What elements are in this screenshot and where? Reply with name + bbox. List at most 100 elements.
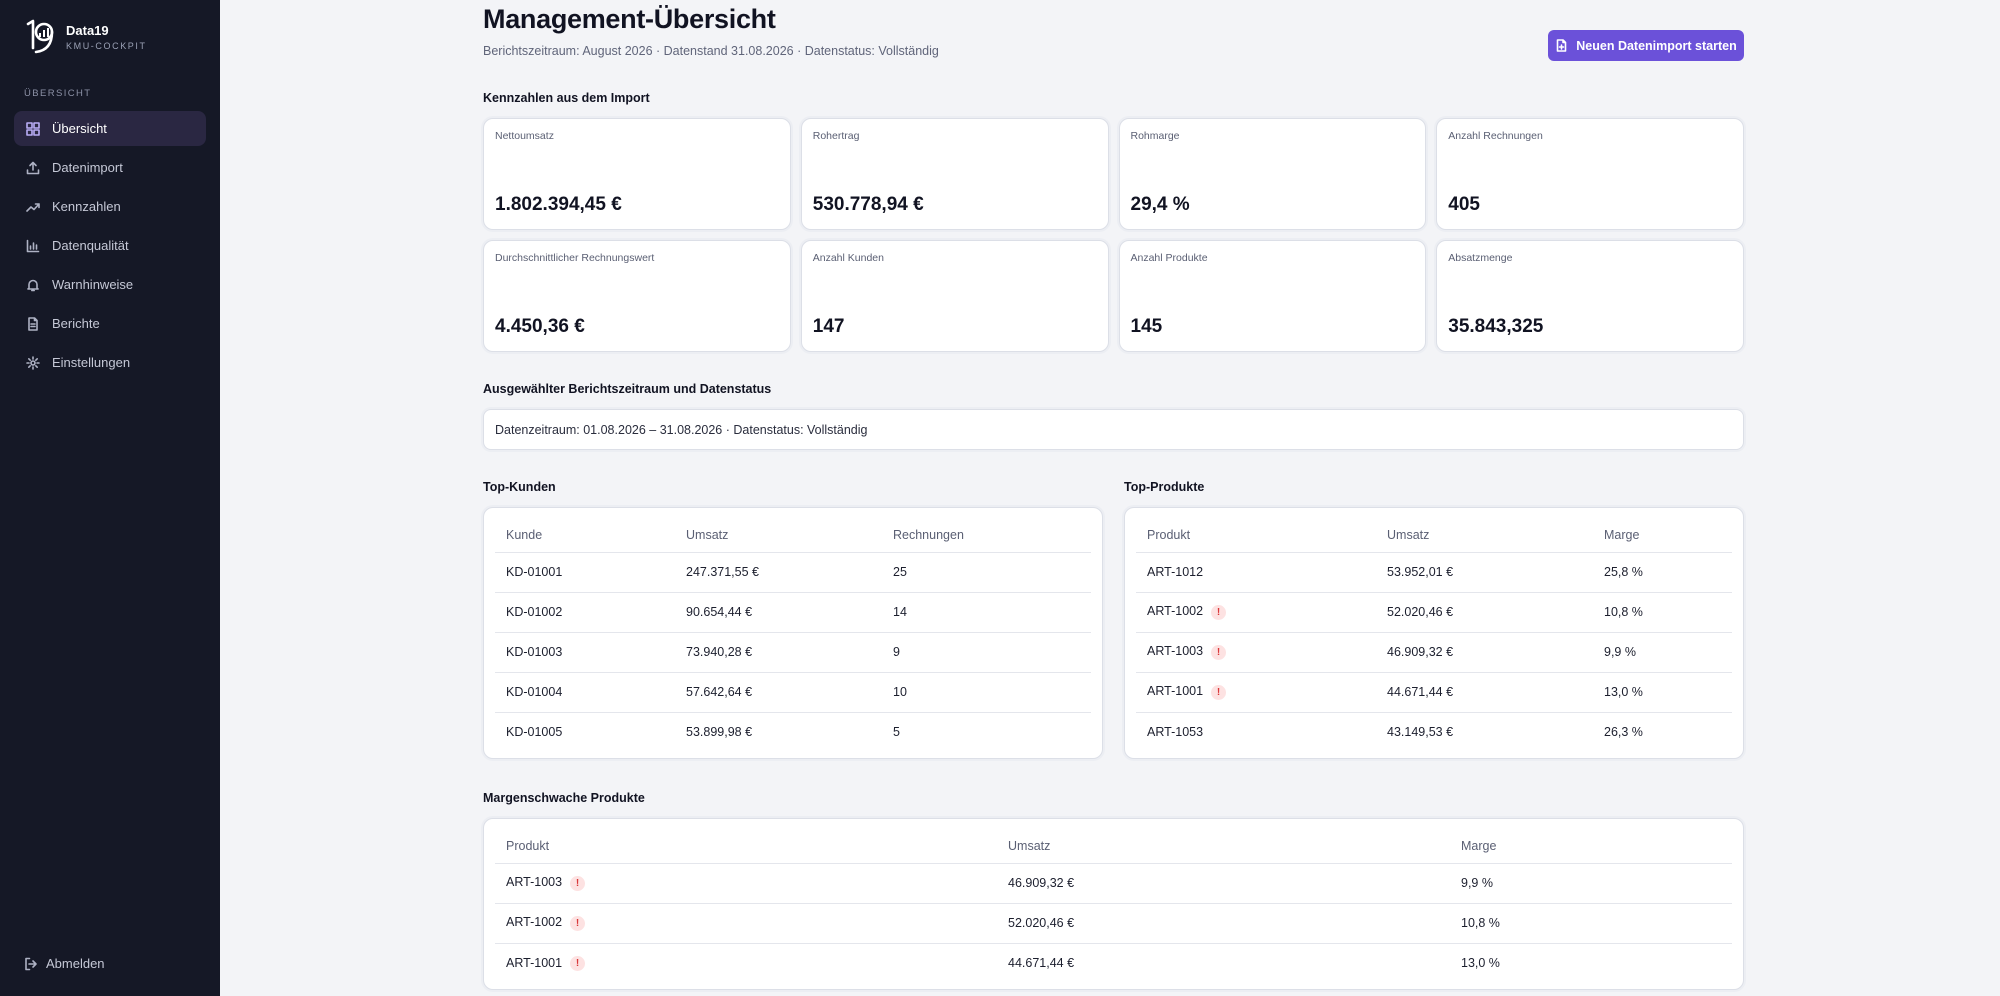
customer-invoices: 5 bbox=[893, 725, 900, 740]
table-row[interactable]: KD-01004 57.642,64 € 10 bbox=[495, 672, 1091, 713]
warning-icon[interactable]: ! bbox=[570, 915, 586, 931]
table-row[interactable]: ART-1002! 52.020,46 € 10,8 % bbox=[495, 903, 1732, 944]
product-revenue: 46.909,32 € bbox=[1376, 632, 1593, 673]
kpi-card: Nettoumsatz 1.802.394,45 € bbox=[483, 118, 791, 230]
customer-id: KD-01002 bbox=[495, 592, 675, 633]
product-revenue: 52.020,46 € bbox=[997, 903, 1450, 944]
sidebar-item-warnhinweise[interactable]: Warnhinweise bbox=[14, 267, 206, 302]
table-row[interactable]: KD-01003 73.940,28 € 9 bbox=[495, 632, 1091, 673]
kpi-label: Absatzmenge bbox=[1448, 252, 1513, 264]
table-row[interactable]: ART-1003! 46.909,32 € 9,9 % bbox=[1136, 632, 1732, 673]
customer-invoices: 10 bbox=[882, 672, 1091, 713]
kpi-value: 29,4 % bbox=[1130, 194, 1190, 215]
logout-icon bbox=[25, 957, 37, 970]
table-row[interactable]: ART-1053 43.149,53 € 26,3 % bbox=[1136, 712, 1732, 752]
sidebar: Data19 KMU-COCKPIT ÜBERSICHT Übersicht D… bbox=[0, 0, 220, 996]
kpi-value: 147 bbox=[812, 316, 845, 337]
kpi-label: Durchschnittlicher Rechnungswert bbox=[495, 252, 655, 264]
column-header: Umsatz bbox=[1376, 518, 1593, 553]
top-products-card: Produkt Umsatz Marge ART-1012 53.952,01 … bbox=[1124, 507, 1744, 759]
column-header: Kunde bbox=[495, 518, 675, 553]
product-revenue: 44.671,44 € bbox=[1376, 672, 1593, 713]
column-header: Rechnungen bbox=[882, 518, 1091, 553]
customer-id: KD-01004 bbox=[495, 672, 675, 713]
bell-icon bbox=[27, 279, 39, 291]
low-margin-title: Margenschwache Produkte bbox=[483, 791, 645, 805]
warning-icon[interactable]: ! bbox=[1211, 644, 1227, 660]
file-plus-icon bbox=[1556, 39, 1567, 52]
sidebar-item-datenimport[interactable]: Datenimport bbox=[14, 150, 206, 185]
warning-icon[interactable]: ! bbox=[570, 955, 586, 971]
sidebar-item-label: Kennzahlen bbox=[52, 199, 121, 214]
table-row[interactable]: ART-1001! 44.671,44 € 13,0 % bbox=[1136, 672, 1732, 713]
customer-invoices: 25 bbox=[882, 552, 1091, 593]
grid-icon bbox=[26, 121, 40, 136]
file-text-icon bbox=[28, 316, 38, 331]
kpi-label: Rohmarge bbox=[1130, 130, 1180, 142]
sidebar-item-uebersicht[interactable]: Übersicht bbox=[14, 111, 206, 146]
product-cell: ART-1002! bbox=[1136, 592, 1376, 633]
product-id: ART-1053 bbox=[1147, 725, 1204, 740]
product-id: ART-1001 bbox=[506, 955, 563, 970]
gear-icon bbox=[26, 355, 40, 370]
product-margin: 9,9 % bbox=[1593, 632, 1732, 673]
customer-revenue: 57.642,64 € bbox=[675, 672, 882, 713]
product-cell: ART-1001! bbox=[1136, 672, 1376, 713]
top-customers-table: Kunde Umsatz Rechnungen KD-01001 247.371… bbox=[495, 518, 1091, 752]
table-row[interactable]: KD-01002 90.654,44 € 14 bbox=[495, 592, 1091, 633]
product-margin: 25,8 % bbox=[1593, 552, 1732, 593]
product-cell: ART-1012 bbox=[1136, 552, 1376, 593]
warning-icon[interactable]: ! bbox=[570, 875, 586, 891]
product-cell: ART-1003! bbox=[495, 863, 997, 904]
report-meta: Berichtszeitraum: August 2026 · Datensta… bbox=[483, 44, 939, 58]
kpi-value: 35.843,325 bbox=[1448, 316, 1544, 337]
product-revenue: 44.671,44 € bbox=[1008, 956, 1075, 971]
product-margin: 10,8 % bbox=[1593, 592, 1732, 633]
kpi-value: 405 bbox=[1448, 194, 1480, 215]
bar-chart-icon bbox=[26, 239, 40, 252]
sidebar-item-kennzahlen[interactable]: Kennzahlen bbox=[14, 189, 206, 224]
kpi-grid: Nettoumsatz 1.802.394,45 € Rohertrag 530… bbox=[483, 118, 1744, 352]
product-margin: 10,8 % bbox=[1450, 903, 1732, 944]
table-header-row: Kunde Umsatz Rechnungen bbox=[495, 518, 1091, 553]
kpi-card: Anzahl Rechnungen 405 bbox=[1436, 118, 1744, 230]
start-import-label: Neuen Datenimport starten bbox=[1576, 38, 1737, 53]
top-products-table: Produkt Umsatz Marge ART-1012 53.952,01 … bbox=[1136, 518, 1732, 752]
sidebar-item-datenqualitaet[interactable]: Datenqualität bbox=[14, 228, 206, 263]
top-customers-card: Kunde Umsatz Rechnungen KD-01001 247.371… bbox=[483, 507, 1103, 759]
sidebar-nav: Übersicht Datenimport Kennzahlen Datenqu… bbox=[14, 111, 206, 384]
table-row[interactable]: ART-1012 53.952,01 € 25,8 % bbox=[1136, 552, 1732, 593]
column-header: Produkt bbox=[1136, 518, 1376, 553]
customer-invoices: 14 bbox=[882, 592, 1091, 633]
table-row[interactable]: ART-1002! 52.020,46 € 10,8 % bbox=[1136, 592, 1732, 633]
warning-icon[interactable]: ! bbox=[1211, 604, 1227, 620]
table-row[interactable]: ART-1001! 44.671,44 € 13,0 % bbox=[495, 943, 1732, 983]
page-title: Management-Übersicht bbox=[483, 4, 776, 34]
sidebar-item-label: Datenimport bbox=[52, 160, 123, 175]
customer-id: KD-01005 bbox=[506, 725, 563, 740]
brand[interactable]: Data19 KMU-COCKPIT bbox=[24, 18, 147, 56]
data-status-box: Datenzeitraum: 01.08.2026 – 31.08.2026 ·… bbox=[483, 409, 1744, 450]
kpi-label: Anzahl Kunden bbox=[812, 252, 884, 264]
sidebar-item-label: Berichte bbox=[52, 316, 100, 331]
column-header: Umsatz bbox=[675, 518, 882, 553]
product-id: ART-1001 bbox=[1147, 684, 1204, 699]
sidebar-item-label: Datenqualität bbox=[52, 238, 129, 253]
table-row[interactable]: ART-1003! 46.909,32 € 9,9 % bbox=[495, 863, 1732, 904]
kpi-label: Nettoumsatz bbox=[495, 130, 554, 142]
low-margin-table: Produkt Umsatz Marge ART-1003! 46.909,32… bbox=[495, 829, 1732, 983]
sidebar-item-einstellungen[interactable]: Einstellungen bbox=[14, 345, 206, 380]
trending-up-icon bbox=[26, 202, 40, 212]
kpi-value: 145 bbox=[1130, 316, 1163, 337]
table-row[interactable]: KD-01001 247.371,55 € 25 bbox=[495, 552, 1091, 593]
table-row[interactable]: KD-01005 53.899,98 € 5 bbox=[495, 712, 1091, 752]
customer-id: KD-01001 bbox=[495, 552, 675, 593]
start-import-button[interactable]: Neuen Datenimport starten bbox=[1548, 30, 1744, 61]
kpi-card: Rohmarge 29,4 % bbox=[1118, 118, 1427, 230]
warning-icon[interactable]: ! bbox=[1211, 684, 1227, 700]
column-header: Umsatz bbox=[997, 829, 1450, 864]
kpi-value: 530.778,94 € bbox=[812, 194, 924, 215]
sidebar-item-label: Einstellungen bbox=[52, 355, 131, 370]
logout-button[interactable]: Abmelden bbox=[24, 956, 105, 971]
sidebar-item-berichte[interactable]: Berichte bbox=[14, 306, 206, 341]
